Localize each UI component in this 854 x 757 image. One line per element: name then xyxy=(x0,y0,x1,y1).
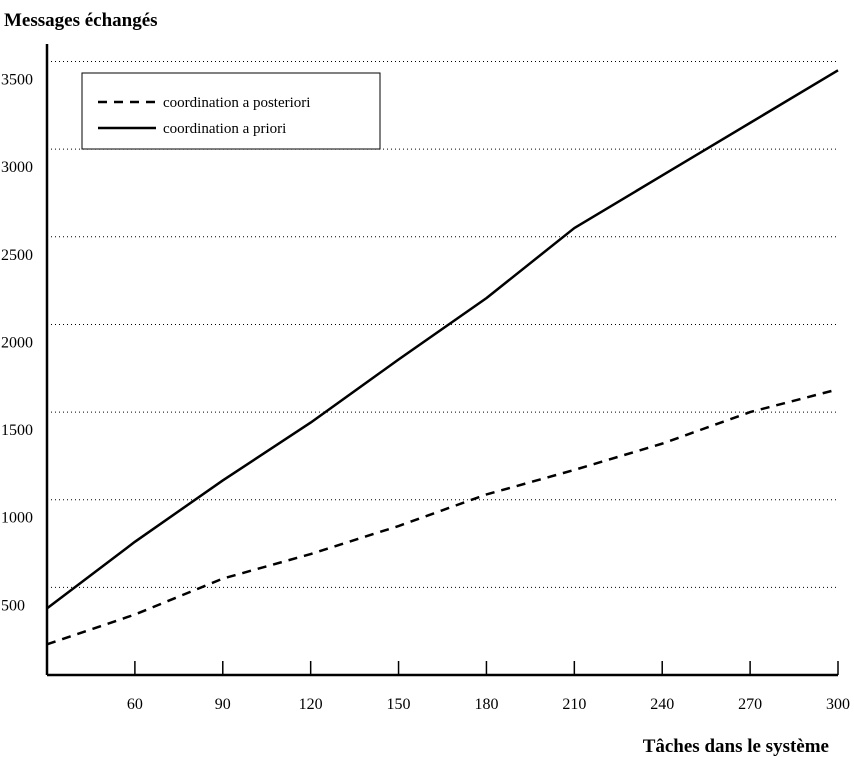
x-tick-label-270: 270 xyxy=(738,696,762,713)
x-tick-label-150: 150 xyxy=(387,696,411,713)
legend-label-1: coordination a priori xyxy=(163,121,286,137)
y-tick-label-2500: 2500 xyxy=(1,247,33,264)
x-tick-label-60: 60 xyxy=(127,696,143,713)
x-tick-label-90: 90 xyxy=(215,696,231,713)
ticks: 500 1000 1500 2000 2500 3000 3500 60 90 120 150 180… xyxy=(1,72,850,713)
series-line-priori xyxy=(46,69,839,610)
legend: coordination a posteriori coordination a … xyxy=(81,72,381,150)
x-tick-label-300: 300 xyxy=(826,696,850,713)
y-tick-label-2000: 2000 xyxy=(1,334,33,351)
x-tick-label-180: 180 xyxy=(474,696,498,713)
legend-box xyxy=(81,72,381,150)
legend-label-0: coordination a posteriori xyxy=(163,95,310,111)
x-tick-label-120: 120 xyxy=(299,696,323,713)
y-tick-label-1500: 1500 xyxy=(1,422,33,439)
y-tick-label-1000: 1000 xyxy=(1,510,33,527)
x-tick-label-240: 240 xyxy=(650,696,674,713)
y-tick-label-3000: 3000 xyxy=(1,159,33,176)
y-axis-title: Messages échangés xyxy=(4,10,158,31)
x-axis-title: Tâches dans le système xyxy=(643,736,829,757)
series-line-posteriori xyxy=(46,388,839,646)
series-group xyxy=(46,69,839,646)
y-tick-label-3500: 3500 xyxy=(1,72,33,89)
x-tick-label-210: 210 xyxy=(562,696,586,713)
y-tick-label-500: 500 xyxy=(1,597,25,614)
axes xyxy=(45,44,838,677)
